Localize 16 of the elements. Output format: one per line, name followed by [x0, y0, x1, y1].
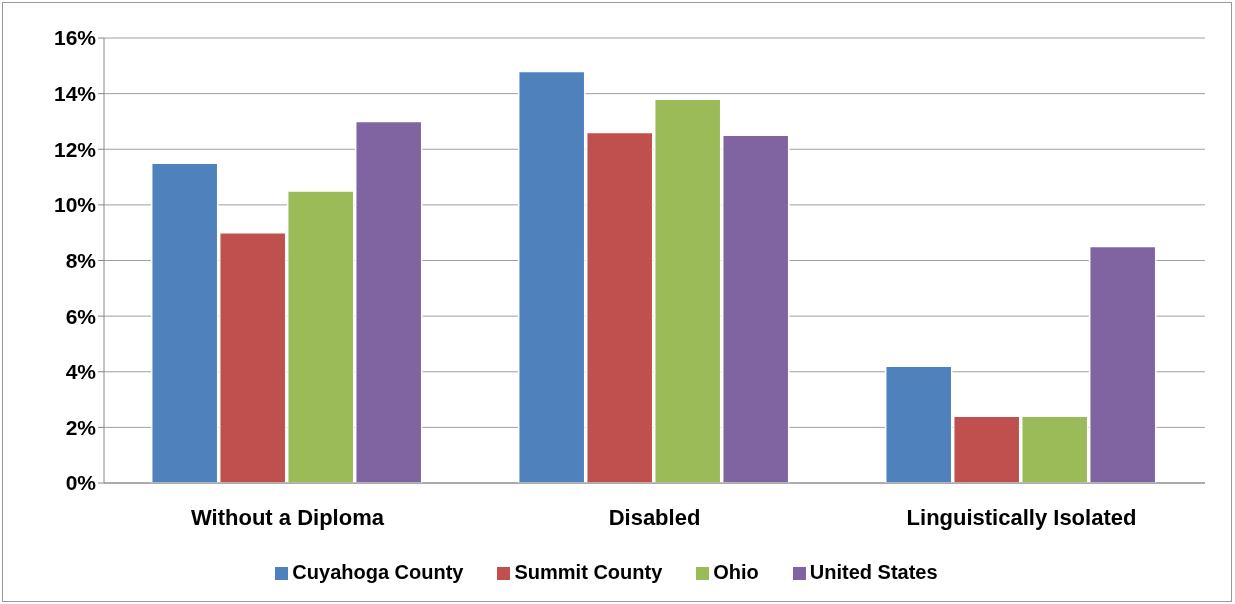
y-tick-label: 16%	[53, 26, 97, 50]
y-tick-label: 10%	[53, 193, 97, 217]
x-tick-label: Linguistically Isolated	[906, 504, 1137, 530]
legend-label: Summit County	[514, 561, 663, 583]
legend-label: United States	[809, 561, 938, 583]
y-tick-label: 14%	[53, 82, 97, 106]
x-tick-label: Without a Diploma	[191, 504, 385, 530]
y-tick-label: 4%	[65, 360, 97, 384]
y-tick-label: 6%	[65, 304, 97, 328]
y-tick-label: 12%	[53, 137, 97, 161]
y-tick-label: 8%	[65, 248, 97, 272]
y-tick-label: 2%	[65, 415, 97, 439]
x-tick-label: Disabled	[608, 504, 701, 530]
legend-label: Ohio	[713, 561, 759, 583]
y-tick-label: 0%	[65, 471, 97, 495]
legend-label: Cuyahoga County	[292, 561, 464, 583]
